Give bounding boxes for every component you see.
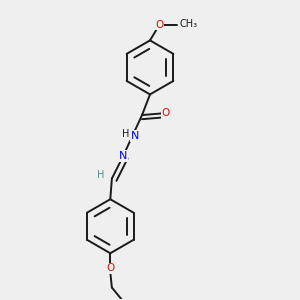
Text: O: O [155,20,164,29]
Text: O: O [162,109,170,118]
Text: N: N [131,131,139,141]
Text: H: H [122,129,129,139]
Text: CH₃: CH₃ [179,19,198,29]
Text: N: N [119,152,127,161]
Text: O: O [106,263,114,274]
Text: H: H [97,170,104,180]
